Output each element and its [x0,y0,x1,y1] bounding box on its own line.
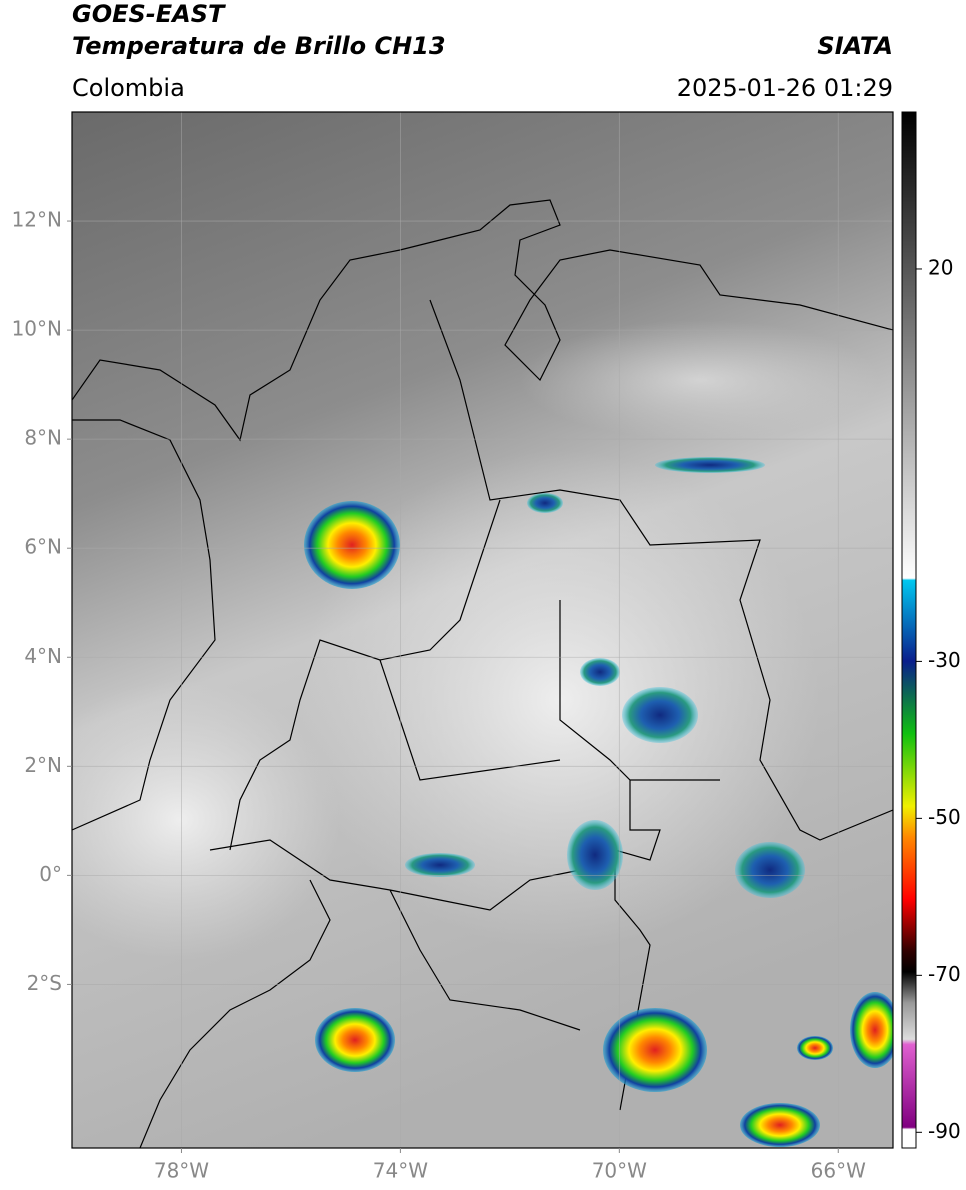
country-border [429,299,893,841]
storm-cell [735,842,805,898]
colorbar-tick-label: -90 [928,1119,961,1143]
map-frame [71,111,894,1149]
x-tick-label: 66°W [811,1159,866,1183]
storm-cell [740,1103,820,1147]
datetime: 2025-01-26 01:29 [677,74,893,102]
map-image [72,112,893,1148]
title: GOES-EAST [72,0,226,28]
coastline [72,419,216,831]
storm-cell [315,1008,395,1072]
subtitle: Temperatura de Brillo CH13 [72,32,446,60]
storm-cell [850,992,893,1068]
y-tick-label: 0° [39,862,62,886]
graticule [72,112,893,1148]
y-tick-label: 2°N [24,753,62,777]
storm-cell [304,501,400,589]
storm-cell [580,658,620,686]
y-tick-label: 12°N [12,208,62,232]
storm-cell [797,1036,833,1060]
colorbar-tick-label: 20 [928,255,953,279]
storm-cell [655,457,765,473]
cloud-field [72,680,340,960]
x-tick-label: 78°W [154,1159,209,1183]
y-tick-label: 2°S [27,971,62,995]
x-tick-label: 74°W [373,1159,428,1183]
y-tick-label: 10°N [12,317,62,341]
country-border [229,499,561,851]
storm-cell [405,853,475,877]
colorbar-tick-label: -50 [928,805,961,829]
region: Colombia [72,74,185,102]
country-border [209,839,616,1031]
y-tick-label: 6°N [24,535,62,559]
colorbar [901,111,917,1149]
x-tick-label: 70°W [592,1159,647,1183]
y-tick-label: 8°N [24,426,62,450]
coastline [72,199,893,442]
colorbar-tick-label: -70 [928,962,961,986]
source: SIATA [817,32,893,60]
storm-cell [603,1008,707,1092]
storm-cell [622,687,698,743]
coastline [139,879,331,1148]
ticks: 78°W 74°W 70°W 66°W 12°N 10°N 8°N 6°N 4°N 2°N 0° 2°… [12,208,961,1183]
storm-cell [527,493,563,513]
cloud-field [520,320,880,440]
storm-cell [567,820,623,890]
y-tick-label: 4°N [24,644,62,668]
colorbar-tick-label: -30 [928,648,961,672]
